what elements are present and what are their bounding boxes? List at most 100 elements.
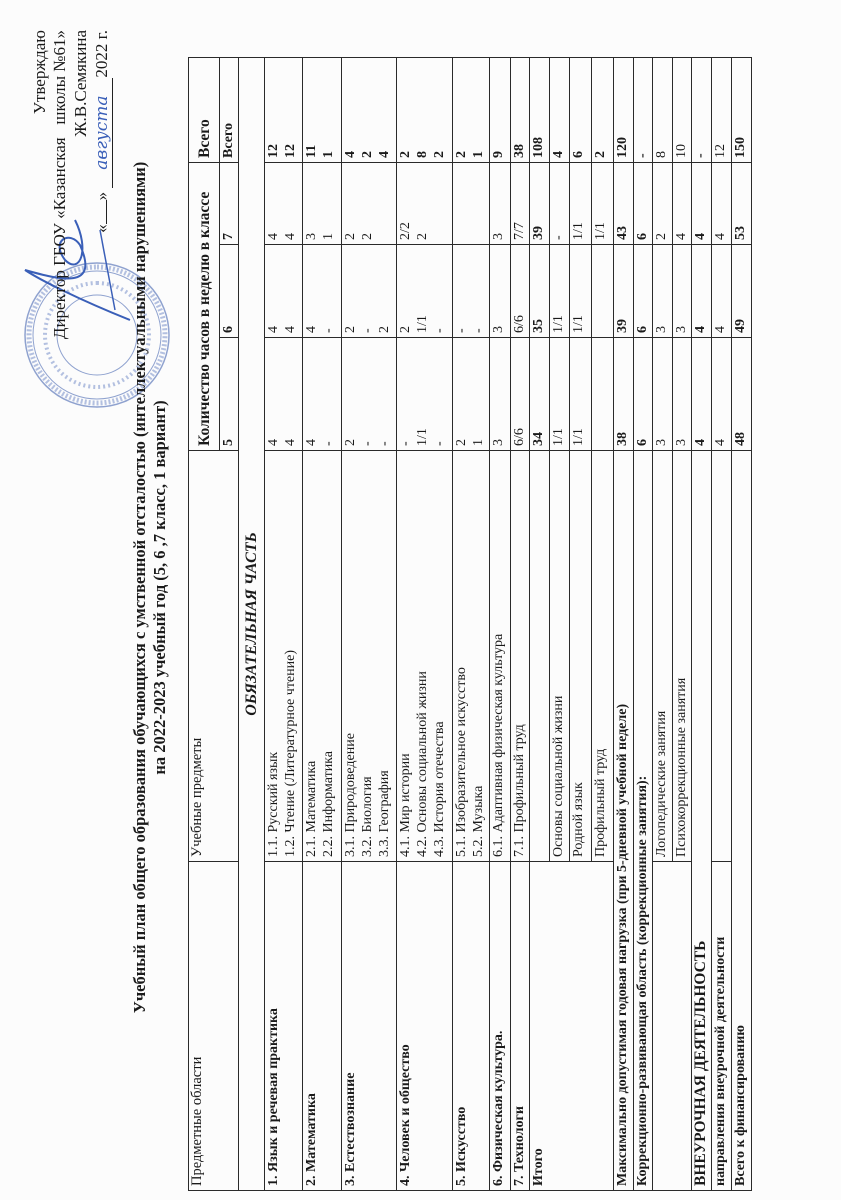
hours-grade-5: 38 [613, 337, 634, 451]
hours-grade-6: 3 [672, 244, 692, 338]
subjects-cell-line: Логопедические занятия [654, 710, 669, 857]
hours-grade-5-line: 4 [283, 439, 298, 446]
hours-grade-7-line: 2 [415, 233, 430, 240]
hours-total-line: - [693, 153, 708, 158]
hours-grade-7 [452, 162, 490, 245]
hours-total: 108 [529, 57, 550, 163]
hours-total: 12 [711, 57, 732, 163]
hours-grade-6: 6 [633, 244, 653, 338]
subjects-cell: Профильный труд [591, 450, 614, 862]
document-title: Учебный план общего образования обучающи… [130, 161, 149, 1014]
subjects-cell-line: 3.3. География [377, 770, 392, 857]
hours-grade-5 [591, 337, 614, 451]
hours-grade-7: 4 [691, 162, 712, 245]
subject-area: 7. Технологи [510, 861, 530, 1191]
header-grade-7: 7 [219, 162, 239, 245]
header-grade-6: 6 [219, 244, 239, 338]
subjects-cell-line: Основы социальной жизни [551, 695, 566, 857]
hours-grade-5-line: 34 [531, 432, 546, 446]
hours-grade-5-line: 1 [471, 439, 486, 446]
date-month-handwritten: августа [92, 77, 113, 188]
hours-total: 150 [731, 57, 752, 163]
hours-grade-6: 35 [529, 244, 550, 338]
hours-grade-5: 6 [633, 337, 653, 451]
curriculum-table: Предметные области Учебные предметы Коли… [188, 57, 752, 1191]
hours-grade-7-line: - [551, 235, 566, 240]
hours-grade-7: 3 [489, 162, 511, 245]
hours-grade-5-line: 6/6 [512, 428, 527, 446]
hours-grade-6-line: 2 [377, 326, 392, 333]
subjects-cell: Психокоррекционные занятия [672, 450, 692, 862]
subjects-cell-line: 1.1. Русский язык [266, 751, 281, 857]
hours-grade-6: 1/1 [569, 244, 592, 338]
hours-grade-5-line: 6 [635, 439, 650, 446]
hours-grade-7: 7/7 [510, 162, 530, 245]
hours-grade-6-line: 4 [693, 326, 708, 333]
hours-total-line: 2 [360, 150, 375, 158]
hours-grade-5-line: - [360, 441, 375, 446]
hours-grade-6-line: 3 [491, 326, 506, 333]
hours-total-line: 4 [551, 150, 566, 158]
hours-grade-6-line: 6/6 [512, 315, 527, 333]
hours-grade-7: 1/1 [591, 162, 614, 245]
hours-grade-5: 1/1 [569, 337, 592, 451]
subjects-cell-line: 7.1. Профильный труд [512, 724, 527, 857]
hours-total-line: 2 [398, 150, 413, 158]
subjects-cell: 6.1. Адаптивная физическая культура [489, 450, 511, 862]
hours-grade-7: 6 [633, 162, 653, 245]
hours-total: - [633, 57, 653, 163]
header-grade-5: 5 [219, 337, 239, 451]
hours-grade-6: 3 [652, 244, 673, 338]
hours-grade-6-line: 1/1 [571, 315, 586, 333]
hours-grade-7-line: 1 [321, 233, 336, 240]
hours-grade-6: 4- [302, 244, 342, 338]
hours-grade-5: 3 [489, 337, 511, 451]
hours-grade-7: 53 [731, 162, 752, 245]
hours-grade-5-line: 3 [674, 439, 689, 446]
row-label: Максимально допустимая годовая нагрузка … [613, 450, 634, 1191]
hours-grade-7: 2/2 2 [396, 162, 453, 245]
hours-grade-5-line: 1/1 [551, 428, 566, 446]
hours-grade-5-line: 2 [454, 439, 469, 446]
hours-total-line: 6 [571, 150, 586, 158]
hours-total-line: - [635, 153, 650, 158]
subject-area: Итого [529, 861, 614, 1191]
hours-grade-5-line: 4 [304, 439, 319, 446]
table-row: 7. Технологи 7.1. Профильный труд 6/6 6/6 7/… [510, 57, 530, 1191]
hours-total-line: 38 [512, 143, 527, 158]
hours-grade-5: 1/1 [549, 337, 570, 451]
hours-grade-7: 43 [613, 162, 634, 245]
hours-total: 12 12 [264, 57, 303, 163]
subject-area: 3. Естествознание [341, 861, 397, 1191]
hours-grade-6-line: 39 [615, 319, 630, 333]
subjects-cell-line: Психокоррекционные занятия [674, 677, 689, 857]
subject-area: 5. Искусство [452, 861, 490, 1191]
hours-grade-7: 4 [672, 162, 692, 245]
hours-total-line: 12 [713, 143, 728, 158]
hours-total-line: 2 [454, 150, 469, 158]
date-open-quote: « [92, 224, 111, 233]
hours-grade-5: 4- [302, 337, 342, 451]
hours-total-line: 12 [283, 143, 298, 158]
header-total: Всего [188, 57, 220, 163]
hours-grade-7-line: 2 [654, 233, 669, 240]
hours-grade-7-line: 4 [713, 233, 728, 240]
hours-total: 4 [549, 57, 570, 163]
approval-name: Ж.В.Семякина [71, 30, 90, 137]
hours-grade-5-line: - [398, 441, 413, 446]
hours-total-line: 12 [266, 143, 281, 158]
hours-grade-7-line: 2/2 [398, 222, 413, 240]
table-row: Максимально допустимая годовая нагрузка … [613, 57, 634, 1191]
hours-grade-5: 4 [711, 337, 732, 451]
hours-total-line: 1 [321, 150, 336, 158]
hours-grade-5: 4 [691, 337, 712, 451]
hours-grade-5-line: 3 [491, 439, 506, 446]
subjects-cell-line: 5.1. Изобразительное искусство [454, 667, 469, 857]
row-label: Всего к финансированию [731, 450, 752, 1191]
hours-grade-6-line: 1/1 [551, 315, 566, 333]
hours-grade-7-line: 4 [283, 233, 298, 240]
